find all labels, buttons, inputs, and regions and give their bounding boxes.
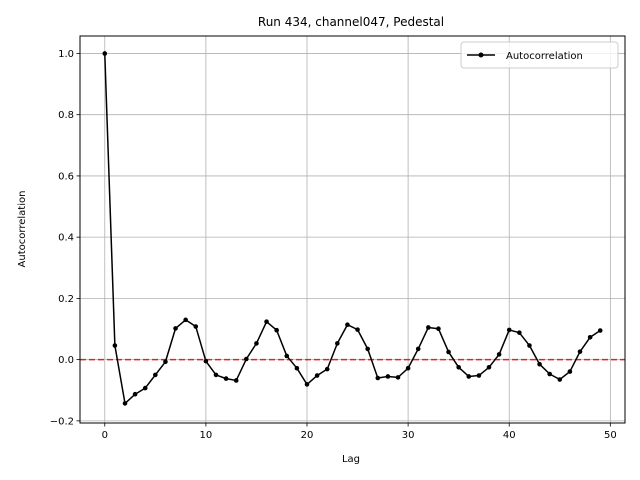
- x-tick-label: 50: [604, 430, 617, 441]
- legend-marker-sample: [478, 52, 484, 58]
- data-point: [375, 375, 381, 381]
- data-point: [142, 385, 148, 391]
- series-line-autocorrelation: [104, 53, 601, 405]
- x-axis-ticks: 0 10 20 30 40 50: [102, 423, 617, 441]
- x-tick-label: 30: [402, 430, 415, 441]
- y-tick-label: 0.0: [58, 355, 74, 366]
- data-point: [314, 373, 320, 378]
- series-line-group: [104, 53, 601, 405]
- x-tick-label: 20: [301, 430, 314, 441]
- legend: Autocorrelation: [460, 41, 619, 69]
- data-point: [324, 366, 330, 372]
- data-point: [254, 341, 259, 346]
- data-point: [506, 327, 512, 333]
- data-point: [355, 327, 360, 332]
- data-point: [415, 346, 421, 352]
- data-point: [395, 375, 401, 380]
- data-point: [527, 343, 532, 348]
- data-point: [213, 372, 219, 378]
- y-tick-label: 0.8: [58, 110, 74, 121]
- data-point: [163, 359, 168, 365]
- x-tick-label: 40: [503, 430, 516, 441]
- data-point: [274, 327, 279, 333]
- data-point: [466, 374, 472, 379]
- data-point: [335, 341, 340, 346]
- data-point: [496, 352, 502, 357]
- data-point: [183, 317, 188, 323]
- data-point: [456, 364, 461, 370]
- grid-lines: [80, 36, 625, 423]
- data-point: [405, 365, 411, 371]
- y-tick-label: 0.4: [58, 233, 74, 244]
- data-point: [547, 371, 552, 377]
- data-point: [476, 373, 482, 378]
- data-point: [153, 372, 158, 378]
- x-tick-label: 10: [200, 430, 213, 441]
- data-point: [173, 326, 178, 331]
- data-point: [537, 361, 542, 367]
- data-point: [294, 365, 300, 371]
- chart-title: Run 434, channel047, Pedestal: [258, 15, 444, 29]
- data-point: [385, 374, 391, 379]
- data-point: [577, 349, 583, 354]
- data-point: [112, 343, 118, 348]
- y-axis-ticks: −0.2 0.0 0.2 0.4 0.6 0.8 1.0: [50, 49, 80, 427]
- legend-entry-label: Autocorrelation: [506, 51, 583, 62]
- plot-frame: [79, 35, 626, 424]
- data-point: [132, 391, 138, 397]
- data-point: [264, 319, 269, 324]
- data-point: [304, 382, 310, 387]
- data-point: [284, 353, 290, 359]
- data-point: [567, 369, 573, 374]
- x-axis-label: Lag: [342, 454, 360, 465]
- data-point: [597, 328, 603, 333]
- legend-box: [460, 41, 619, 69]
- data-point: [203, 358, 209, 364]
- data-point: [365, 346, 370, 352]
- data-point: [193, 324, 199, 329]
- data-point: [102, 51, 108, 56]
- data-point: [122, 401, 128, 406]
- data-point: [436, 326, 441, 331]
- series-markers: [102, 51, 603, 406]
- data-point: [587, 334, 593, 340]
- y-tick-label: 0.2: [58, 294, 74, 305]
- data-point: [486, 364, 492, 370]
- data-point: [223, 376, 229, 381]
- y-tick-label: −0.2: [50, 416, 74, 427]
- data-point: [446, 349, 451, 355]
- y-tick-label: 1.0: [58, 49, 74, 60]
- data-point: [517, 330, 522, 335]
- x-tick-label: 0: [102, 430, 108, 441]
- data-point: [244, 356, 249, 362]
- y-tick-label: 0.6: [58, 171, 74, 182]
- data-point: [426, 325, 431, 330]
- data-point: [345, 322, 350, 328]
- data-point: [233, 378, 239, 383]
- y-axis-label: Autocorrelation: [17, 191, 28, 268]
- data-point: [557, 377, 563, 382]
